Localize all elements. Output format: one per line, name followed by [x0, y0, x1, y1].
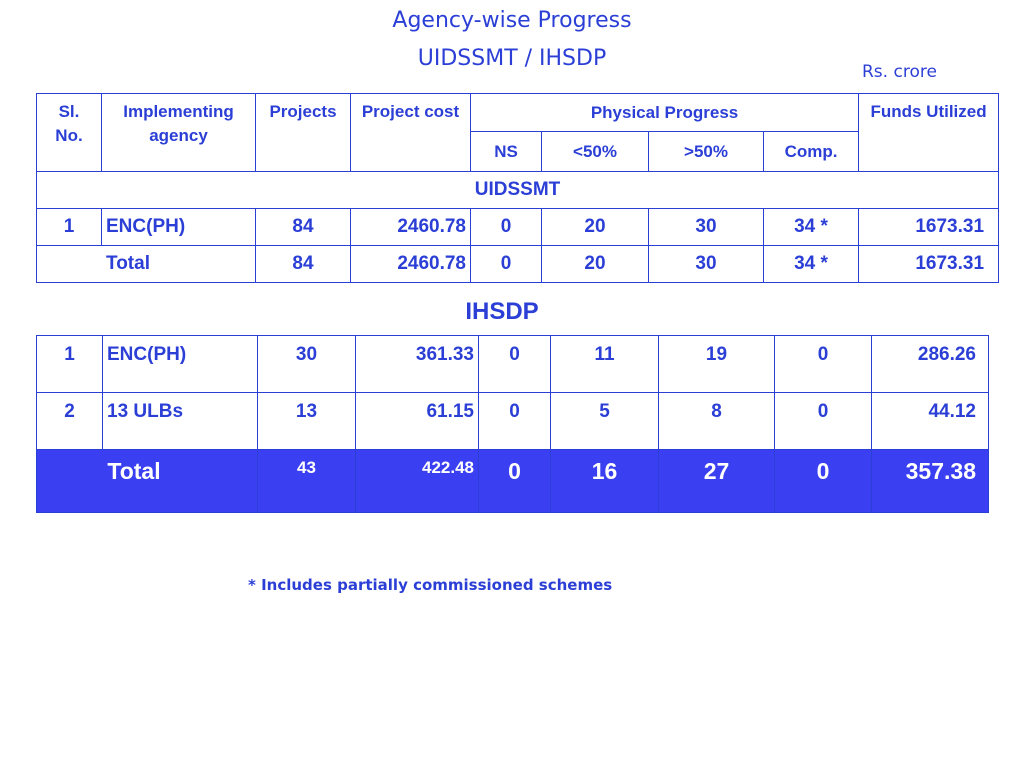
uidssmt-table: Sl. No. Implementing agency Projects Proj… — [35, 93, 1000, 283]
cell-ns: 0 — [478, 335, 551, 393]
cell-comp: 0 — [774, 449, 872, 513]
cell-funds: 44.12 — [871, 392, 989, 450]
cell-funds: 286.26 — [871, 335, 989, 393]
header-projects: Projects — [255, 93, 351, 172]
units-label: Rs. crore — [862, 62, 937, 82]
cell-lt50: 16 — [550, 449, 659, 513]
cell-sl: 1 — [36, 335, 103, 393]
cell-ns: 0 — [470, 245, 542, 283]
cell-funds: 1673.31 — [858, 245, 1000, 283]
cell-ns: 0 — [470, 208, 542, 246]
page-title: Agency-wise Progress — [392, 8, 632, 33]
cell-cost: 422.48 — [355, 449, 479, 513]
cell-comp: 34 * — [762, 245, 860, 283]
footnote: * Includes partially commissioned scheme… — [248, 576, 613, 594]
header-ns: NS — [470, 131, 542, 172]
section-ihsdp-heading: IHSDP — [465, 298, 539, 325]
table-row: 2 13 ULBs 13 61.15 0 5 8 0 44.12 — [36, 392, 989, 450]
header-lt50: <50% — [541, 131, 649, 172]
cell-comp: 0 — [774, 335, 872, 393]
cell-projects: 43 — [257, 449, 356, 513]
cell-funds: 357.38 — [871, 449, 989, 513]
cell-total-label: Total — [36, 449, 258, 513]
cell-cost: 61.15 — [355, 392, 479, 450]
section-uidssmt: UIDSSMT — [35, 171, 1000, 209]
cell-lt50: 20 — [541, 208, 649, 246]
cell-funds: 1673.31 — [858, 208, 1000, 246]
cell-agency: 13 ULBs — [102, 392, 258, 450]
page-subtitle: UIDSSMT / IHSDP — [417, 46, 607, 71]
cell-cost: 2460.78 — [350, 208, 471, 246]
cell-gt50: 19 — [658, 335, 775, 393]
table-row-total: Total 43 422.48 0 16 27 0 357.38 — [36, 449, 989, 513]
cell-projects: 13 — [257, 392, 356, 450]
header-gt50: >50% — [648, 131, 764, 172]
cell-gt50: 30 — [648, 245, 764, 283]
header-funds-utilized: Funds Utilized — [858, 93, 1000, 172]
header-sl-no: Sl. No. — [36, 93, 102, 172]
cell-ns: 0 — [478, 392, 551, 450]
cell-projects: 84 — [255, 208, 351, 246]
cell-agency: ENC(PH) — [102, 335, 258, 393]
cell-total-label: Total — [36, 245, 256, 283]
cell-gt50: 8 — [658, 392, 775, 450]
cell-lt50: 11 — [550, 335, 659, 393]
cell-ns: 0 — [478, 449, 551, 513]
cell-gt50: 27 — [658, 449, 775, 513]
cell-lt50: 5 — [550, 392, 659, 450]
table-row: 1 ENC(PH) 30 361.33 0 11 19 0 286.26 — [36, 335, 989, 393]
header-comp: Comp. — [762, 131, 860, 172]
cell-agency: ENC(PH) — [101, 208, 256, 246]
cell-lt50: 20 — [541, 245, 649, 283]
cell-projects: 30 — [257, 335, 356, 393]
header-agency: Implementing agency — [101, 93, 256, 172]
ihsdp-table: 1 ENC(PH) 30 361.33 0 11 19 0 286.26 2 1… — [36, 335, 989, 513]
cell-sl: 1 — [36, 208, 102, 246]
header-physical-progress: Physical Progress — [469, 93, 860, 132]
cell-gt50: 30 — [648, 208, 764, 246]
header-project-cost: Project cost — [350, 93, 471, 172]
cell-cost: 361.33 — [355, 335, 479, 393]
cell-comp: 0 — [774, 392, 872, 450]
table-row: 1 ENC(PH) 84 2460.78 0 20 30 34 * 1673.3… — [36, 208, 1000, 246]
cell-sl: 2 — [36, 392, 103, 450]
table-row-total: Total 84 2460.78 0 20 30 34 * 1673.31 — [36, 245, 1000, 283]
cell-projects: 84 — [255, 245, 351, 283]
cell-cost: 2460.78 — [350, 245, 471, 283]
cell-comp: 34 * — [762, 208, 860, 246]
